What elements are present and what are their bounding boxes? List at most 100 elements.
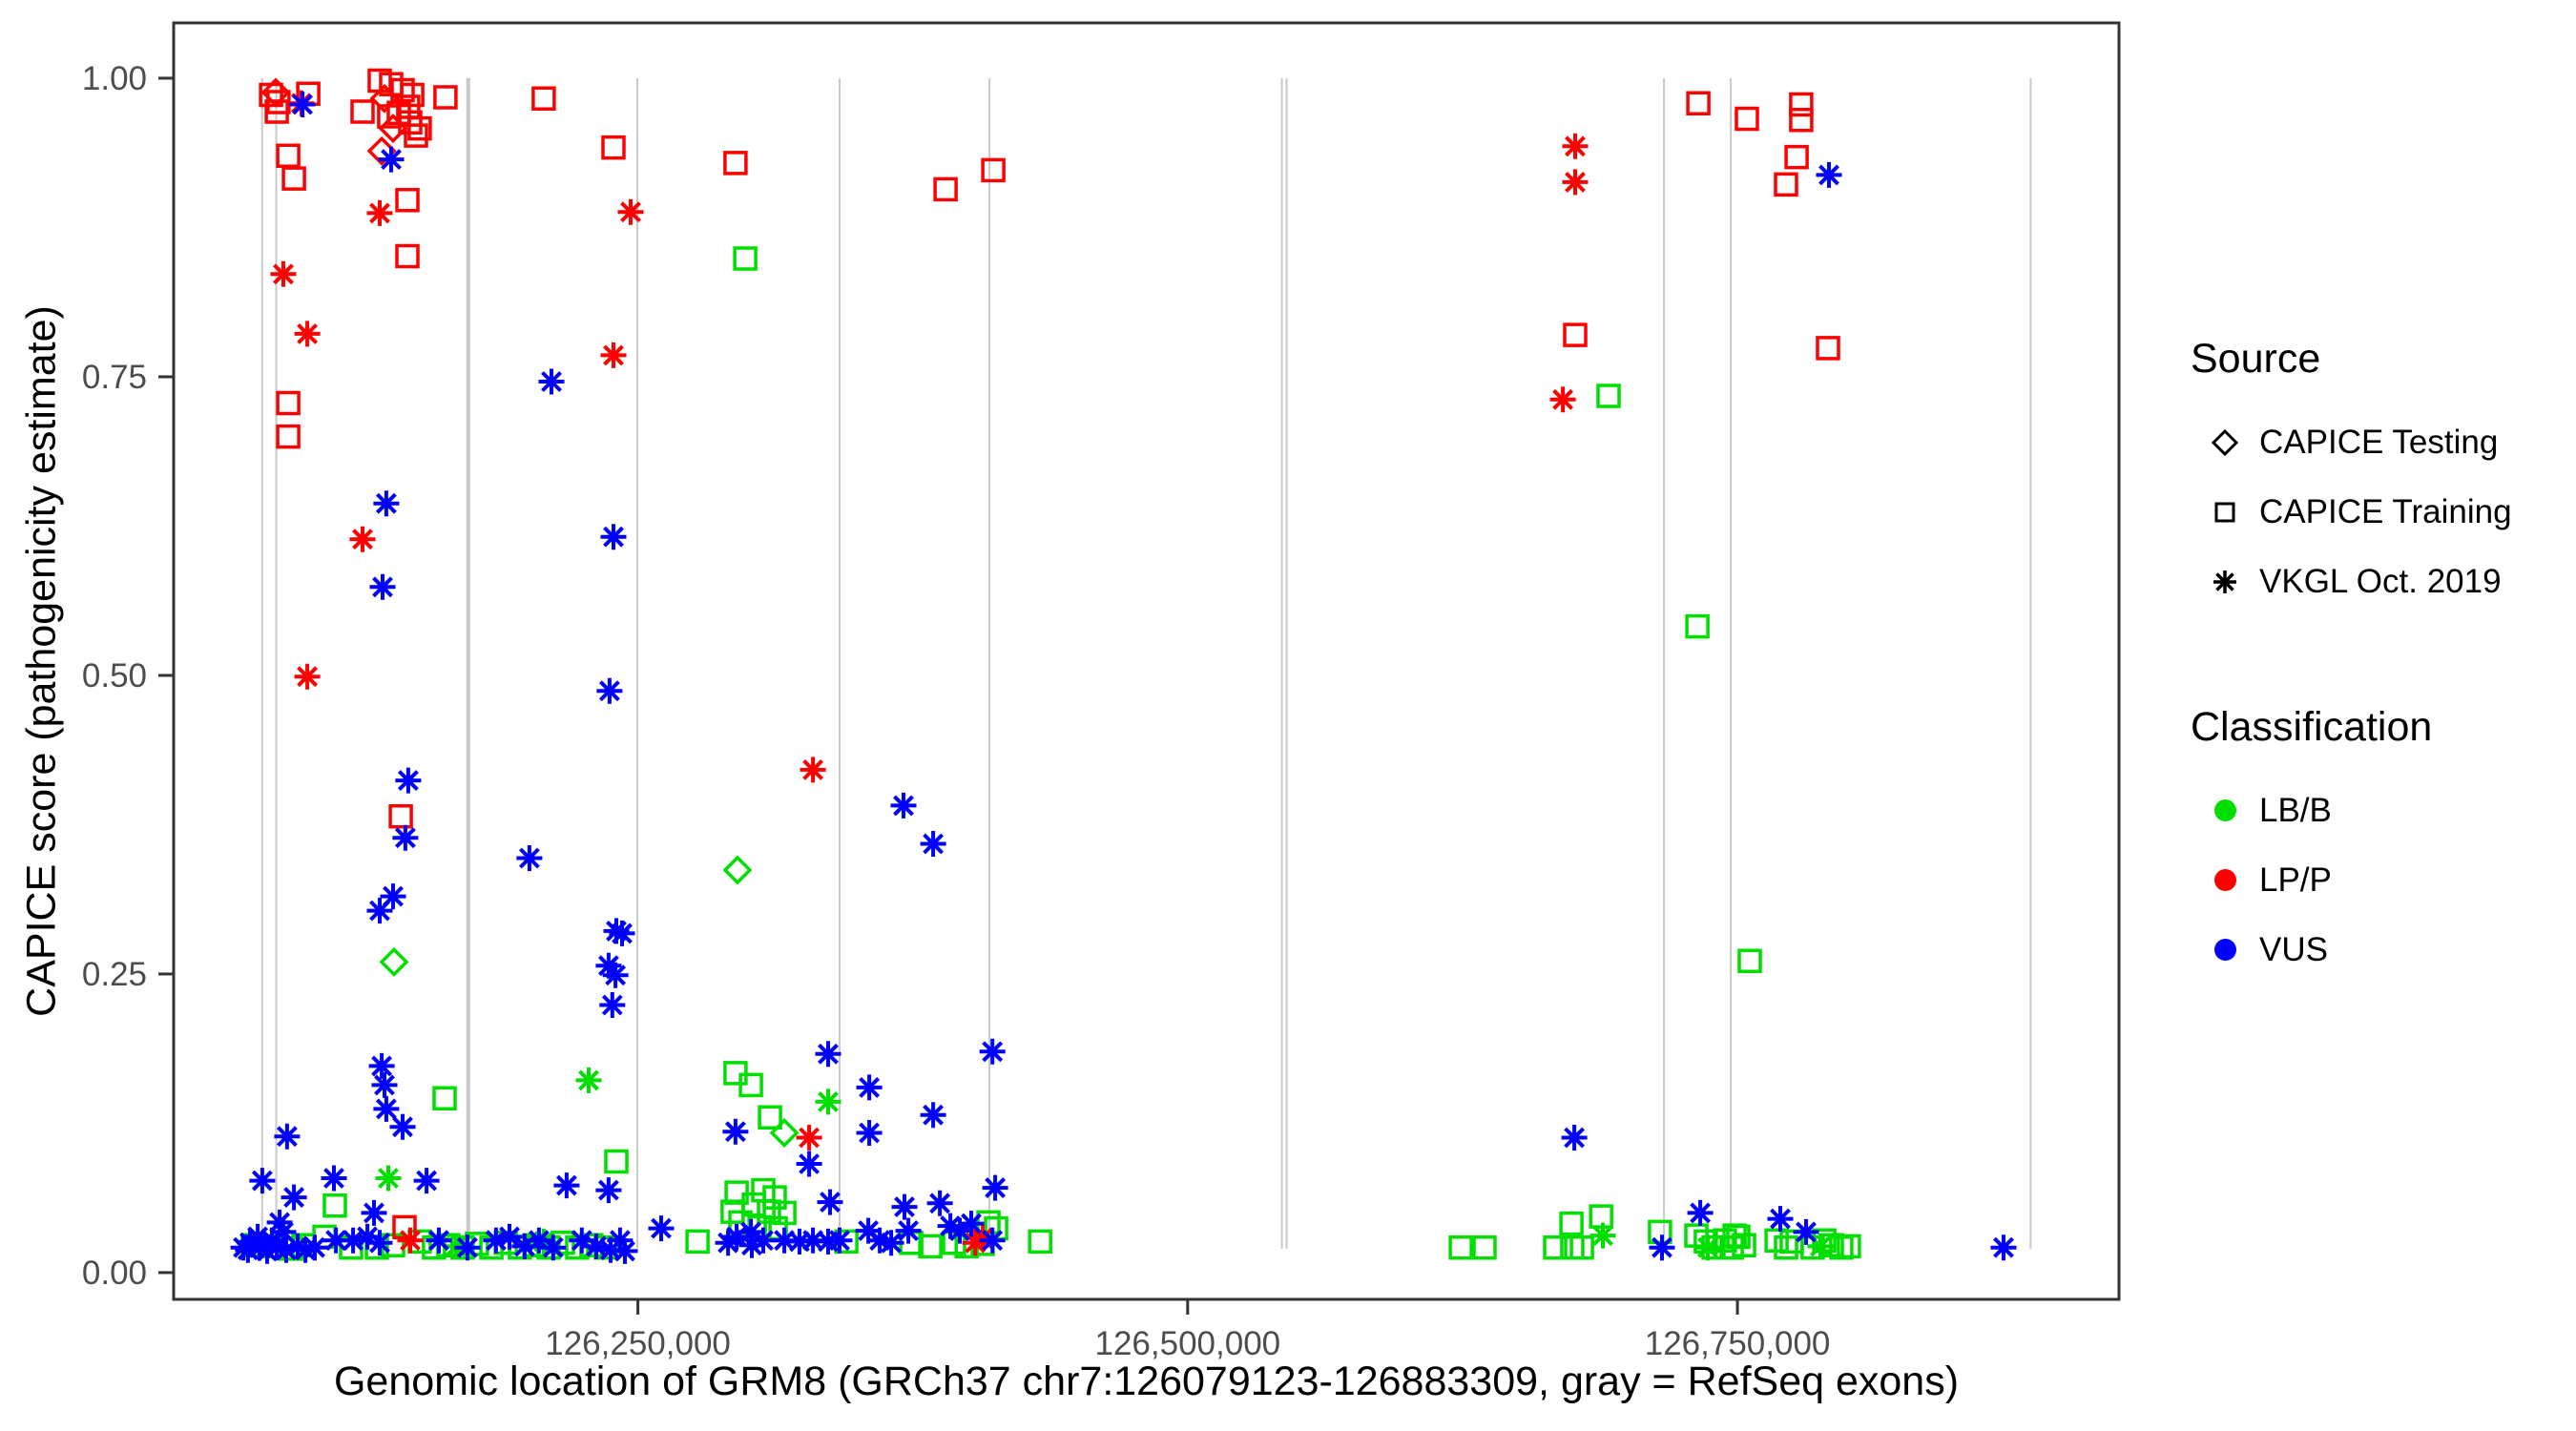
data-point [602, 962, 629, 988]
data-point [648, 1215, 675, 1242]
data-point [483, 1227, 509, 1254]
data-point [270, 260, 297, 287]
data-point [920, 831, 946, 857]
data-point [1812, 1228, 1837, 1253]
data-point [276, 424, 301, 449]
blue-dot-icon [2213, 939, 2236, 961]
data-point [617, 198, 644, 225]
data-point [758, 1105, 782, 1130]
data-point [273, 1236, 300, 1263]
data-point [722, 1118, 749, 1145]
data-point [361, 1199, 387, 1226]
data-point [685, 1229, 710, 1255]
data-point [413, 1168, 440, 1194]
data-point [607, 1227, 634, 1254]
legend-item-label: VKGL Oct. 2019 [2259, 562, 2502, 600]
data-point [371, 1071, 398, 1098]
data-point [969, 1225, 996, 1252]
data-point [373, 490, 400, 517]
red-dot-icon [2213, 869, 2236, 891]
data-point [1561, 1125, 1588, 1151]
legend-item-vus: VUS [2191, 915, 2572, 985]
data-point [392, 824, 419, 851]
data-point [395, 243, 420, 269]
data-point [817, 1189, 843, 1215]
legend-item-label: CAPICE Training [2259, 492, 2512, 530]
data-point [878, 1230, 904, 1256]
data-point [800, 757, 826, 783]
data-point [609, 920, 635, 946]
data-point [246, 1234, 273, 1261]
data-point [723, 1061, 748, 1086]
data-point [750, 1227, 777, 1254]
data-point [1789, 92, 1814, 117]
data-point [260, 77, 291, 108]
data-point [270, 1218, 297, 1245]
data-point [1559, 1211, 1584, 1236]
data-point [496, 1223, 523, 1250]
y-tick-label: 1.00 [82, 60, 147, 97]
data-point [350, 99, 375, 124]
data-point [933, 176, 958, 202]
data-point [380, 883, 406, 910]
legend-source-block: Source CAPICE Testing CAPICE Training VK… [2191, 336, 2572, 616]
data-point [733, 246, 758, 271]
data-point [292, 1236, 319, 1263]
data-point [1807, 1233, 1834, 1259]
legend-item-label: LP/P [2259, 861, 2332, 899]
legend-classification-title: Classification [2191, 704, 2433, 750]
data-point [366, 1230, 393, 1256]
data-point [1767, 1206, 1794, 1233]
data-point [322, 1193, 347, 1218]
data-point [254, 1237, 280, 1264]
data-point [737, 1218, 764, 1245]
data-point [407, 115, 432, 141]
data-point [597, 1236, 624, 1263]
data-point [274, 1123, 301, 1150]
data-point [575, 1067, 602, 1093]
data-point [786, 1228, 813, 1255]
data-point [738, 1072, 763, 1098]
data-point [538, 368, 565, 395]
data-point [583, 1233, 610, 1259]
data-point [1737, 948, 1762, 973]
data-point [769, 1118, 800, 1148]
data-point [738, 1232, 765, 1258]
data-point [918, 1234, 943, 1259]
data-point [1472, 1234, 1497, 1260]
data-point [1562, 169, 1589, 196]
data-point [266, 90, 291, 114]
data-point [600, 342, 627, 368]
y-tick-label: 0.00 [82, 1255, 147, 1292]
data-point [1569, 1234, 1594, 1260]
data-point [1789, 108, 1814, 133]
data-point [826, 1227, 853, 1254]
data-point [600, 524, 627, 550]
data-point [1800, 1234, 1825, 1260]
data-point [526, 1227, 552, 1254]
data-point [381, 1233, 405, 1257]
data-point [397, 1227, 424, 1254]
data-point [722, 855, 753, 885]
data-point [796, 1125, 822, 1151]
data-point [724, 1180, 749, 1205]
legend-item-label: CAPICE Testing [2259, 423, 2499, 461]
legend-classification-block: Classification LB/B LP/P VUS [2191, 704, 2572, 985]
data-point [553, 1172, 580, 1199]
data-point [981, 157, 1006, 183]
data-point [395, 767, 422, 794]
data-point [375, 1165, 402, 1192]
data-point [1589, 1222, 1616, 1249]
data-point [263, 1234, 290, 1261]
data-point [294, 663, 321, 690]
data-point [426, 1227, 452, 1254]
data-point [1774, 172, 1798, 197]
data-point [596, 677, 623, 704]
data-point [815, 1041, 841, 1068]
data-point [235, 1236, 261, 1263]
data-point [800, 1227, 826, 1254]
data-point [856, 1120, 883, 1146]
data-point [926, 1190, 953, 1216]
data-point [1596, 384, 1621, 408]
data-point [1719, 1234, 1744, 1260]
